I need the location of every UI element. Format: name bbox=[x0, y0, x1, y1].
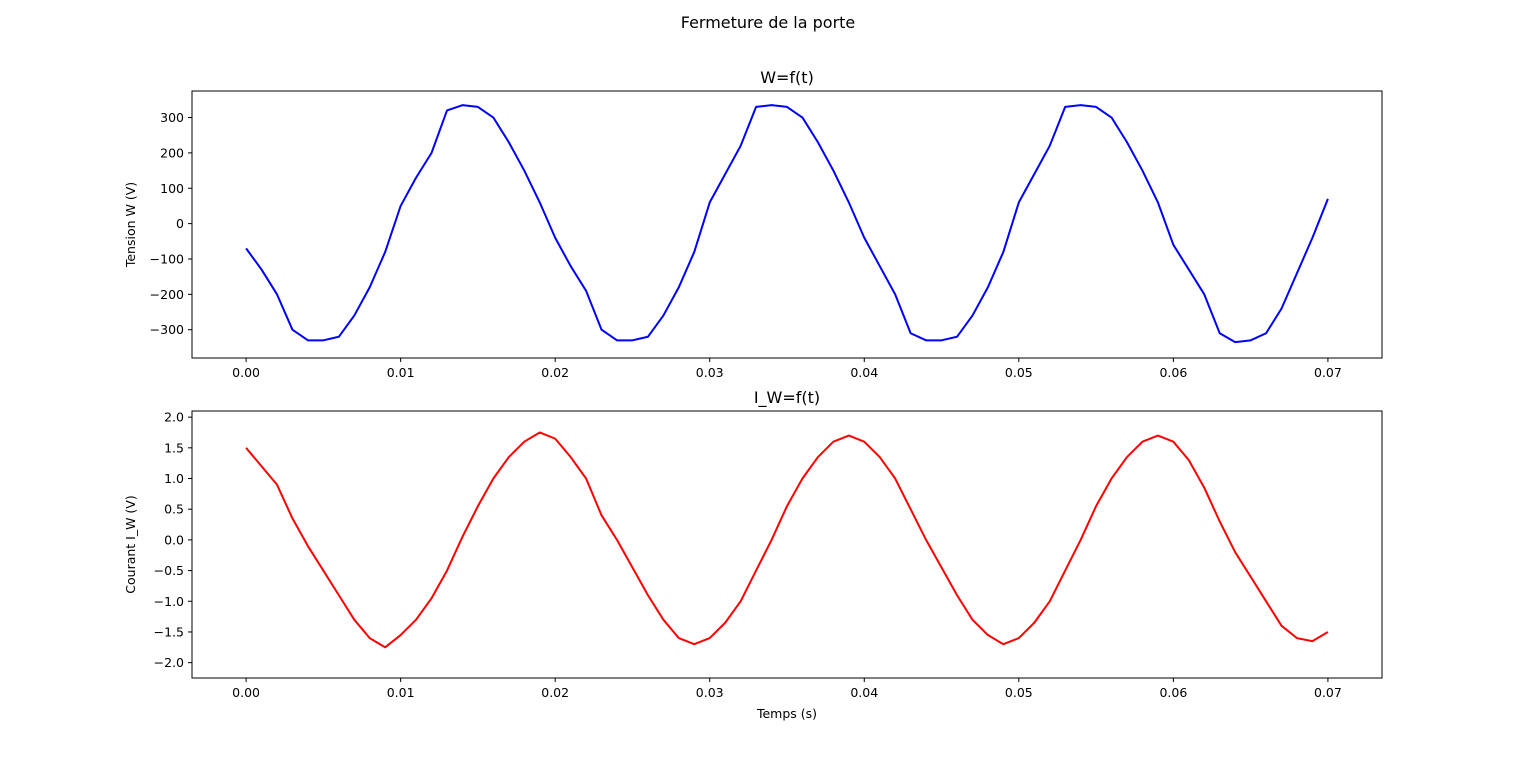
y-tick-label: 2.0 bbox=[164, 410, 184, 425]
subplot-current: I_W=f(t) 0.00 0.01 0.02 0.03 0.04 0.05 0.06 0.07… bbox=[123, 388, 1383, 721]
x-tick-label: 0.04 bbox=[850, 685, 878, 700]
y-tick-label: −2.0 bbox=[154, 655, 184, 670]
x-tick-label: 0.01 bbox=[387, 685, 415, 700]
y-tick-label: −100 bbox=[150, 251, 184, 266]
x-tick-label: 0.00 bbox=[232, 365, 260, 380]
y-tick-label: −200 bbox=[150, 287, 184, 302]
x-tick-label: 0.02 bbox=[541, 365, 569, 380]
subplot-title: I_W=f(t) bbox=[754, 388, 820, 408]
y-tick-label: −300 bbox=[150, 322, 184, 337]
axes-frame bbox=[191, 90, 1383, 359]
y-tick-label: −0.5 bbox=[154, 563, 184, 578]
x-tick-label: 0.02 bbox=[541, 685, 569, 700]
y-axis-label: Tension W (V) bbox=[123, 182, 138, 268]
x-tick-label: 0.05 bbox=[1005, 365, 1033, 380]
x-tick-label: 0.03 bbox=[696, 365, 724, 380]
series-line-0 bbox=[245, 431, 1329, 649]
y-tick-label: 1.5 bbox=[164, 440, 184, 455]
subplot-title: W=f(t) bbox=[760, 68, 814, 87]
y-tick-label: 0 bbox=[176, 216, 184, 231]
axes-frame bbox=[191, 410, 1383, 679]
y-tick-label: 0.0 bbox=[164, 532, 184, 547]
y-tick-label: 100 bbox=[160, 181, 184, 196]
x-tick-label: 0.07 bbox=[1314, 685, 1342, 700]
figure-suptitle: Fermeture de la porte bbox=[681, 13, 856, 32]
y-tick-label: 300 bbox=[160, 110, 184, 125]
x-tick-label: 0.00 bbox=[232, 685, 260, 700]
x-tick-label: 0.06 bbox=[1159, 685, 1187, 700]
x-axis-label: Temps (s) bbox=[756, 706, 817, 721]
x-tick-label: 0.07 bbox=[1314, 365, 1342, 380]
x-tick-label: 0.03 bbox=[696, 685, 724, 700]
y-axis-label: Courant I_W (V) bbox=[123, 495, 138, 593]
x-tick-label: 0.06 bbox=[1159, 365, 1187, 380]
series-line-0 bbox=[245, 104, 1329, 344]
y-tick-label: 1.0 bbox=[164, 471, 184, 486]
x-tick-label: 0.04 bbox=[850, 365, 878, 380]
x-tick-label: 0.01 bbox=[387, 365, 415, 380]
y-tick-label: 200 bbox=[160, 145, 184, 160]
y-tick-label: 0.5 bbox=[164, 502, 184, 517]
subplot-voltage: W=f(t) 0.00 0.01 0.02 0.03 0.04 0.05 0.06 0.07 −3… bbox=[123, 68, 1383, 380]
y-tick-label: −1.0 bbox=[154, 594, 184, 609]
y-tick-label: −1.5 bbox=[154, 624, 184, 639]
x-tick-label: 0.05 bbox=[1005, 685, 1033, 700]
